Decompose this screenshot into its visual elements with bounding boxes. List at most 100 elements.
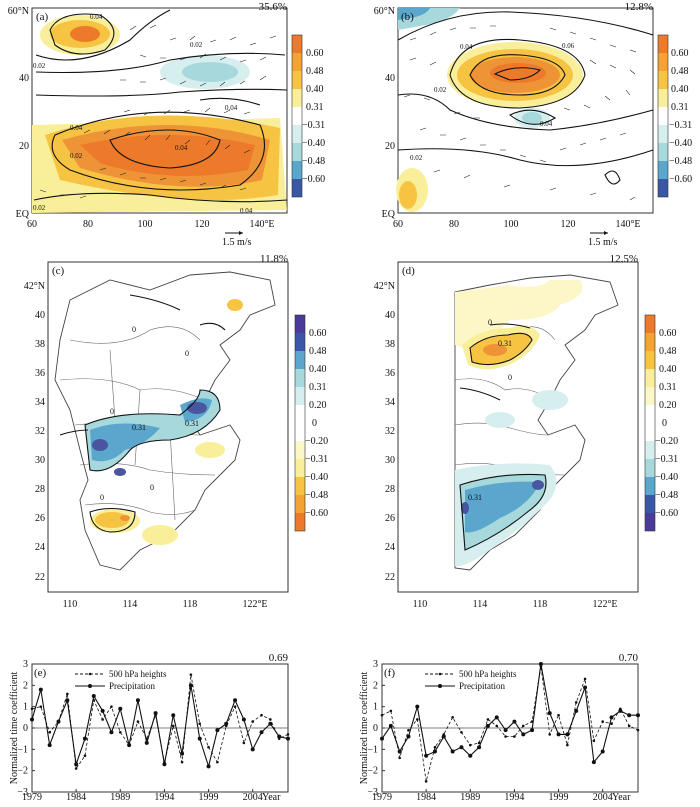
- panel-b-xtick: 140°E: [615, 219, 640, 230]
- panel-e-point-heights: [118, 730, 122, 734]
- panel-e-chart: Normalized time coefficient 0.69 (e) Yea…: [9, 652, 290, 803]
- panel-e-point-precipitation: [188, 683, 193, 688]
- panel-e-xtick-label: 1999: [199, 792, 219, 802]
- panel-e-point-precipitation: [268, 721, 273, 726]
- panel-e-point-precipitation: [135, 698, 140, 703]
- panel-d-xtick: 114: [473, 599, 488, 610]
- panel-a-clabel: 0.04: [240, 207, 253, 215]
- panel-c-legend-label: 0.48: [309, 346, 327, 357]
- panel-b-legend-labels: 0.60 0.48 0.40 0.31 −0.31 −0.40 −0.48 −0…: [669, 48, 692, 185]
- panel-a-legend-labels: 0.60 0.48 0.40 0.31 −0.31 −0.40 −0.48 −0…: [302, 48, 325, 185]
- panel-c-xticks: 110 114 118 122°E: [63, 599, 268, 610]
- panel-f-point-heights: [495, 724, 499, 728]
- panel-b-ytick: EQ: [382, 209, 396, 220]
- panel-f-point-precipitation: [618, 708, 623, 713]
- panel-e-point-heights: [66, 692, 69, 696]
- panel-e-point-precipitation: [100, 708, 105, 713]
- panel-d-contour-labels: 0.31 0 0 0.31: [468, 318, 512, 502]
- panel-d-ytick: 40: [385, 310, 395, 321]
- panel-c-contour-labels: 0 0 0 0.31 0.31 0 0: [100, 325, 199, 502]
- panel-f-point-precipitation: [432, 749, 437, 754]
- panel-c-ytick: 26: [35, 513, 45, 524]
- panel-d-yticks: 42°N 40 38 36 34 32 30 28 26 24 22: [374, 281, 395, 583]
- panel-f-point-heights: [477, 741, 481, 745]
- panel-f-point-precipitation: [521, 732, 526, 737]
- panel-d-contours: [459, 323, 547, 551]
- panel-f-point-heights: [407, 728, 410, 732]
- panel-f-chart: Normalized time coefficient 0.70 (f) Yea…: [359, 652, 640, 803]
- panel-a-xtick: 60: [27, 219, 37, 230]
- panel-f-ylabel: Normalized time coefficient: [359, 672, 370, 785]
- panel-c-legend: [294, 314, 306, 532]
- panel-f-point-heights: [601, 720, 604, 723]
- panel-f-point-precipitation: [609, 715, 614, 720]
- panel-f: Normalized time coefficient 0.70 (f) Yea…: [350, 650, 700, 803]
- panel-a-clabel: 0.02: [190, 41, 203, 49]
- panel-e-point-precipitation: [171, 713, 176, 718]
- panel-c-legend-label: −0.31: [305, 454, 328, 465]
- panel-d-shading: [455, 280, 583, 567]
- panel-e-point-heights: [242, 741, 246, 745]
- panel-a-label: (a): [36, 11, 49, 23]
- panel-f-point-heights: [583, 677, 587, 681]
- panel-e-point-precipitation: [109, 730, 114, 735]
- panel-e-legend-marker: [88, 684, 92, 688]
- panel-b-ytick: 40: [385, 73, 395, 84]
- panel-f-point-precipitation: [485, 723, 490, 728]
- panel-d-ytick: 42°N: [374, 281, 395, 292]
- panel-b-scale-label: 1.5 m/s: [588, 237, 618, 248]
- panel-a-legend-label: 0.31: [306, 102, 324, 113]
- panel-f-point-heights: [521, 724, 525, 728]
- panel-e-point-precipitation: [162, 762, 167, 767]
- panel-e-ytick-label: 2: [23, 680, 28, 691]
- panel-b-shading: [396, 8, 583, 212]
- panel-a-legend-label: 0.48: [306, 66, 324, 77]
- panel-f-point-precipitation: [388, 723, 393, 728]
- panel-f-point-heights: [468, 743, 472, 747]
- panel-f-point-heights: [610, 722, 613, 726]
- panel-f-point-heights: [592, 739, 596, 743]
- panel-f-point-precipitation: [415, 704, 420, 709]
- panel-a-ytick: 20: [19, 141, 29, 152]
- panel-e-xtick-label: 2004: [243, 792, 263, 802]
- panel-f-legend-marker: [438, 684, 442, 688]
- panel-f-xtick-label: 2004: [593, 792, 613, 802]
- panel-f-ytick-label: −3: [367, 787, 378, 798]
- panel-c-ytick: 28: [35, 484, 45, 495]
- panel-f-point-heights: [416, 718, 419, 721]
- panel-e-point-heights: [30, 707, 34, 711]
- panel-d-legend-label: 0: [662, 418, 667, 429]
- panel-b-clabel: 0.02: [410, 154, 423, 162]
- panel-b: 0.04 0.06 0.02 0.04 0.02 (b) 12.8% 60°N …: [350, 0, 700, 250]
- panel-e-point-precipitation: [47, 743, 52, 748]
- panel-d-legend-label: −0.31: [655, 454, 678, 465]
- panel-e-xtick-label: 1989: [110, 792, 130, 802]
- panel-d-legend-label: 0.48: [659, 346, 677, 357]
- panel-d-ytick: 26: [385, 513, 395, 524]
- panel-a-legend: [291, 34, 303, 198]
- panel-c-legend-label: 0.40: [309, 364, 327, 375]
- panel-f-point-precipitation: [512, 719, 517, 724]
- panel-f-point-precipitation: [636, 713, 640, 718]
- panel-e-legend-dot: [88, 672, 92, 676]
- panel-c-ytick: 24: [35, 542, 45, 553]
- panel-e-point-heights: [48, 730, 51, 734]
- panel-b-clabel: 0.06: [562, 42, 575, 50]
- panel-e-xtick-label: 1994: [154, 792, 174, 802]
- panel-f-point-precipitation: [583, 685, 588, 690]
- panel-f-ytick-label: 3: [373, 659, 378, 670]
- panel-e-ytick-label: 1: [23, 702, 28, 713]
- panel-c-outline: [54, 271, 276, 571]
- panel-f-ytick-label: −2: [367, 766, 378, 777]
- panel-f-point-heights: [566, 743, 569, 747]
- panel-d-clabel: 0.31: [468, 493, 482, 502]
- panel-f-point-precipitation: [600, 749, 605, 754]
- panel-c-clabel: 0: [132, 325, 136, 334]
- panel-b-ytick: 20: [385, 141, 395, 152]
- panel-f-legend: 500 hPa heights Precipitation: [425, 669, 517, 691]
- panel-c-ytick: 40: [35, 310, 45, 321]
- panel-e-point-precipitation: [127, 743, 132, 748]
- panel-e-point-precipitation: [197, 736, 202, 741]
- panel-c-legend-label: 0.20: [309, 400, 327, 411]
- panel-b-vectors: [403, 25, 637, 201]
